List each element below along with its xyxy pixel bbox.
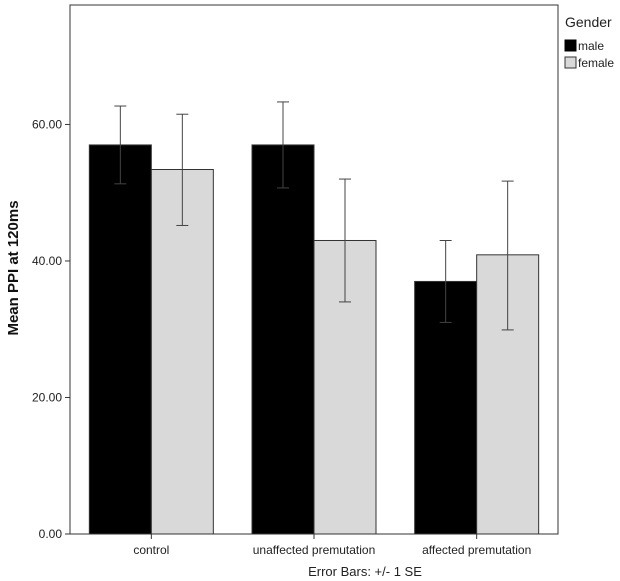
bar-male-unaffected-premutation	[251, 144, 315, 535]
bars-group	[88, 144, 540, 535]
y-tick-label: 0.00	[39, 527, 63, 541]
legend-label-female: female	[578, 56, 614, 70]
x-tick-label: affected premutation	[422, 543, 531, 557]
legend-title: Gender	[565, 14, 612, 30]
error-bar-male-unaffected-premutation	[277, 101, 289, 189]
error-bar-female-control	[176, 113, 189, 226]
x-tick-label: unaffected premutation	[253, 543, 376, 557]
x-axis: control unaffected premutation affected pr…	[133, 534, 531, 557]
y-tick-label: 60.00	[32, 117, 62, 131]
error-bar-male-affected-premutation	[439, 239, 452, 323]
error-bar-female-unaffected-premutation	[339, 178, 351, 303]
legend-swatch-female	[564, 56, 577, 69]
y-axis-title: Mean PPI at 120ms	[5, 200, 22, 335]
legend-label-male: male	[578, 39, 604, 53]
error-bar-female-affected-premutation	[501, 180, 514, 331]
y-tick-label: 40.00	[32, 254, 62, 268]
error-bars-group	[114, 101, 514, 331]
x-tick-label: control	[133, 543, 169, 557]
y-axis: 0.00 20.00 40.00 60.00	[32, 117, 70, 541]
bar-male-control	[88, 144, 152, 535]
legend: Gender male female	[564, 14, 614, 70]
error-bar-male-control	[114, 105, 127, 185]
y-tick-label: 20.00	[32, 390, 62, 404]
error-bars-note: Error Bars: +/- 1 SE	[308, 564, 422, 579]
legend-swatch-male	[564, 39, 577, 52]
bar-male-affected-premutation	[414, 280, 478, 535]
